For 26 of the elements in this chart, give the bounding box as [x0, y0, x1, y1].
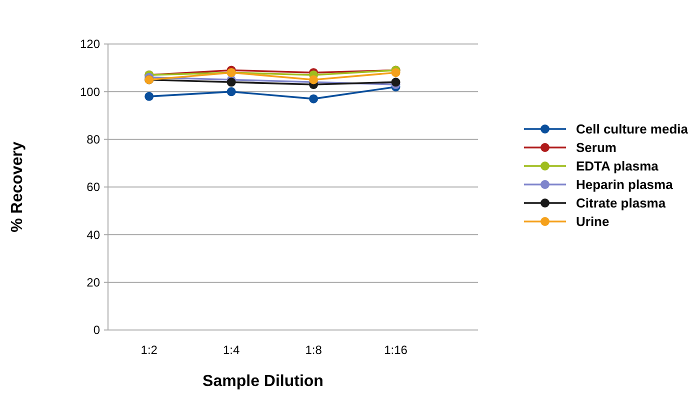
- point: [226, 78, 236, 87]
- point: [144, 92, 154, 101]
- y-tick-label: 100: [80, 84, 100, 99]
- point: [309, 94, 318, 104]
- x-tick-label: 1:4: [222, 343, 240, 357]
- legend-label: Heparin plasma: [576, 177, 674, 192]
- x-axis-title: Sample Dilution: [202, 373, 324, 390]
- point: [391, 68, 400, 78]
- legend-label: Citrate plasma: [576, 196, 666, 211]
- legend-label: Cell culture media: [576, 122, 689, 137]
- legend-label: Urine: [576, 214, 610, 230]
- legend-label: Serum: [576, 140, 616, 156]
- y-tick-label: 80: [86, 132, 100, 147]
- x-tick-label: 1:2: [140, 343, 158, 357]
- y-axis-title: % Recovery: [9, 142, 26, 232]
- y-tick-label: 40: [86, 228, 100, 242]
- point: [226, 87, 236, 96]
- point: [391, 78, 400, 87]
- point: [309, 75, 318, 84]
- y-tick-label: 0: [93, 323, 100, 338]
- y-tick-label: 60: [86, 180, 100, 194]
- y-tick-label: 120: [80, 37, 100, 52]
- legend-label: EDTA plasma: [576, 158, 660, 174]
- x-tick-label: 1:8: [305, 343, 322, 357]
- x-tick-label: 1:16: [384, 343, 408, 357]
- y-tick-label: 20: [86, 276, 100, 290]
